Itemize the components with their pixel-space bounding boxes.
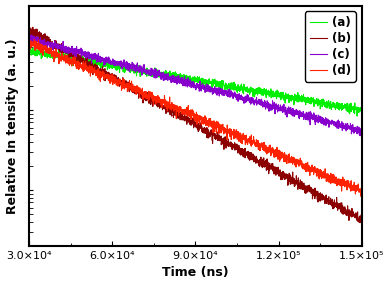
(a) <box>289 96 294 99</box>
(a) <box>189 79 193 83</box>
(b) <box>27 24 31 27</box>
Line: (c): (c) <box>29 35 362 136</box>
Line: (a): (a) <box>29 48 362 116</box>
(c) <box>27 38 31 42</box>
(d) <box>289 158 294 162</box>
Legend: (a), (b), (c), (d): (a), (b), (c), (d) <box>305 11 356 82</box>
(a) <box>350 106 355 110</box>
(b) <box>360 218 364 222</box>
(b) <box>188 121 193 124</box>
(d) <box>358 194 363 198</box>
(d) <box>44 44 48 48</box>
(c) <box>289 113 294 116</box>
(c) <box>358 134 362 137</box>
(d) <box>350 184 355 188</box>
Y-axis label: Relative In tensity (a. u.): Relative In tensity (a. u.) <box>5 38 19 213</box>
(c) <box>30 33 34 36</box>
(d) <box>350 184 355 187</box>
(a) <box>28 46 32 49</box>
(b) <box>349 207 354 210</box>
(b) <box>350 214 355 217</box>
(a) <box>44 54 48 57</box>
(b) <box>289 175 293 179</box>
(c) <box>189 80 193 84</box>
(a) <box>360 110 364 113</box>
Line: (b): (b) <box>29 26 362 223</box>
(d) <box>180 110 184 113</box>
(a) <box>180 74 184 78</box>
(c) <box>360 131 364 135</box>
(b) <box>44 37 48 40</box>
Line: (d): (d) <box>29 38 362 196</box>
(d) <box>360 188 364 192</box>
(d) <box>27 36 32 39</box>
(a) <box>27 48 31 51</box>
(c) <box>44 42 48 46</box>
(c) <box>180 81 184 84</box>
(c) <box>350 124 355 128</box>
X-axis label: Time (ns): Time (ns) <box>162 266 229 280</box>
(b) <box>358 221 362 224</box>
(a) <box>350 107 355 111</box>
(c) <box>350 125 355 128</box>
(d) <box>189 118 193 121</box>
(d) <box>27 41 31 44</box>
(b) <box>180 116 184 119</box>
(a) <box>355 114 360 118</box>
